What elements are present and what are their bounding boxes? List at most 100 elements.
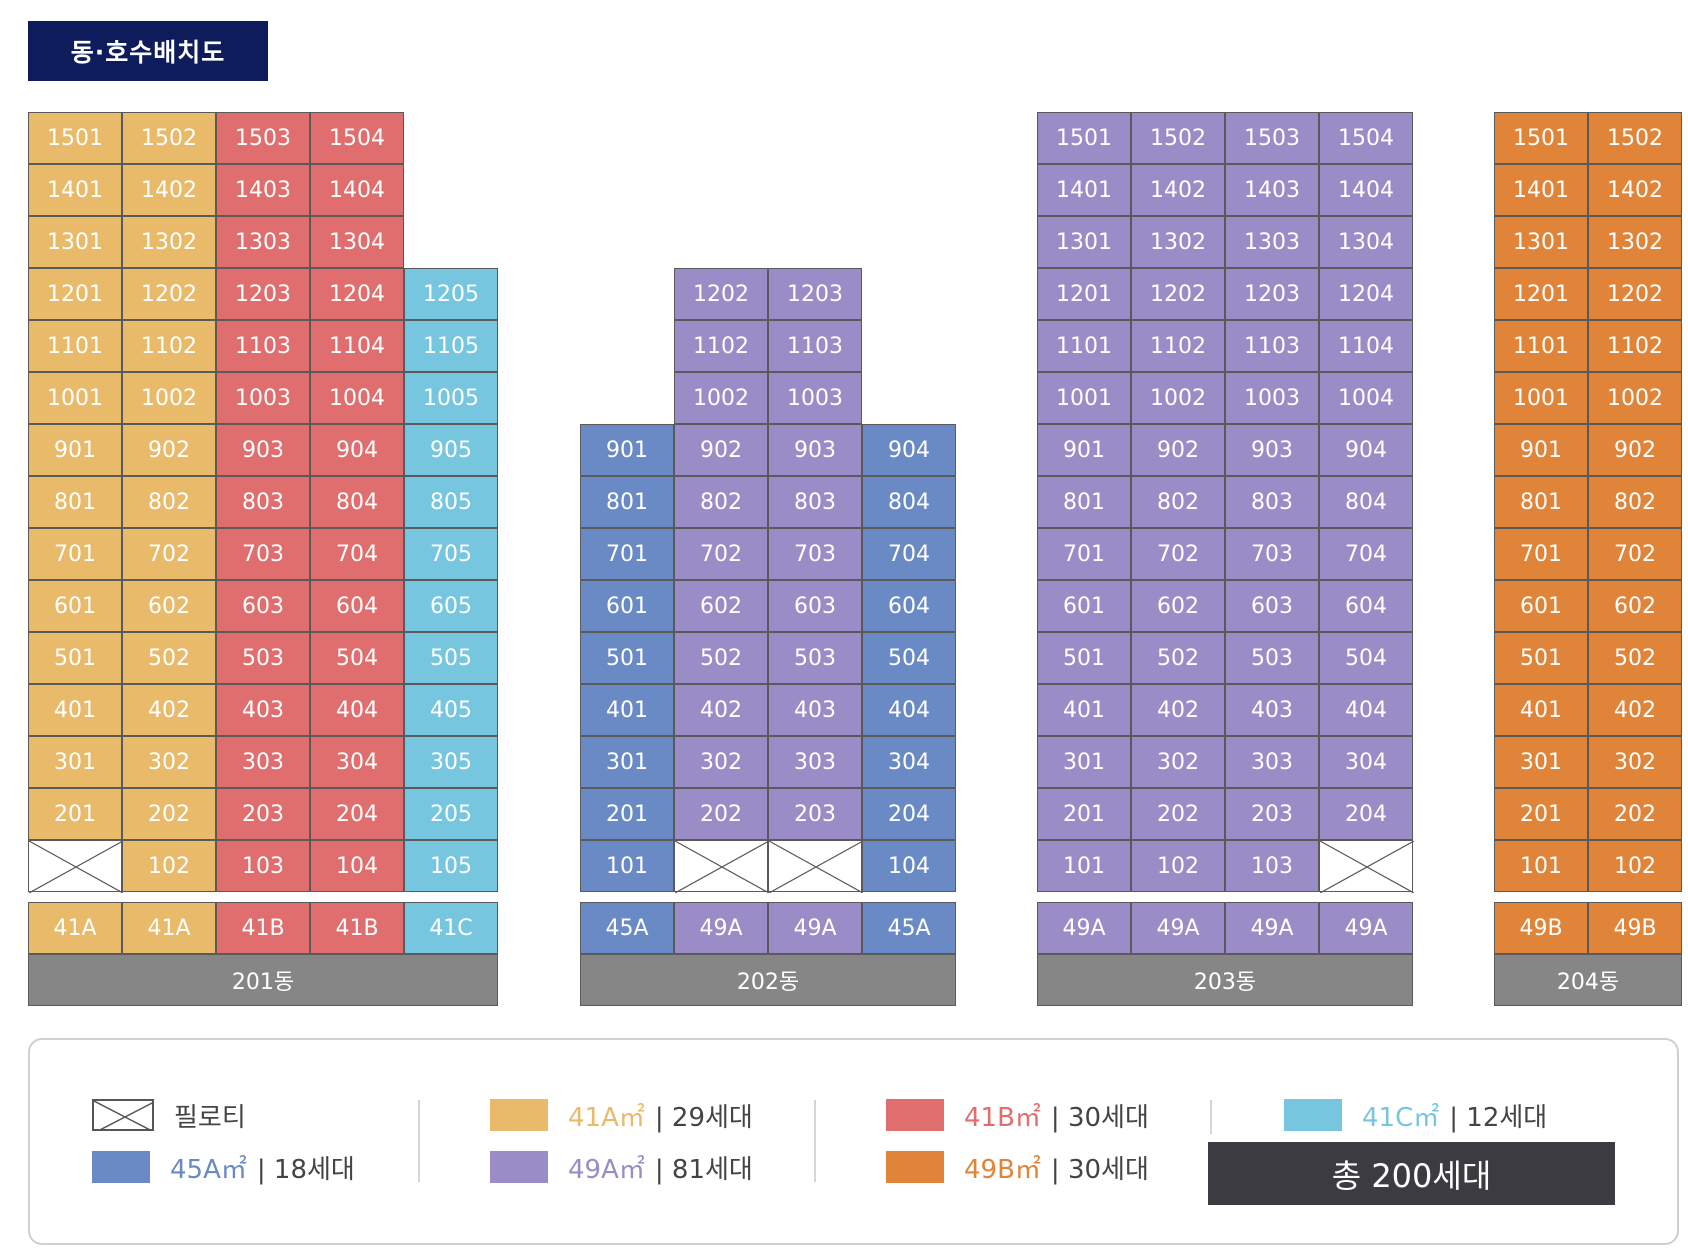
unit-cell: 804	[310, 476, 404, 528]
unit-cell: 604	[310, 580, 404, 632]
legend-type-label: 41B㎡	[964, 1102, 1041, 1133]
unit-cell: 904	[862, 424, 956, 476]
unit-cell: 303	[1225, 736, 1319, 788]
unit-cell: 1201	[1037, 268, 1131, 320]
legend-item-41b: 41B㎡ | 30세대	[886, 1098, 1149, 1133]
unit-type-cell: 49B	[1588, 902, 1682, 954]
unit-cell: 1502	[122, 112, 216, 164]
legend-box	[28, 1038, 1679, 1245]
unit-cell: 201	[1494, 788, 1588, 840]
page-title: 동·호수배치도	[28, 21, 268, 81]
unit-cell: 405	[404, 684, 498, 736]
unit-cell: 104	[862, 840, 956, 892]
unit-cell: 402	[1131, 684, 1225, 736]
building-label: 201동	[28, 954, 498, 1006]
unit-cell: 802	[1588, 476, 1682, 528]
unit-cell: 1202	[1131, 268, 1225, 320]
unit-cell: 1401	[28, 164, 122, 216]
legend-divider	[814, 1100, 816, 1182]
unit-cell: 404	[310, 684, 404, 736]
unit-cell: 204	[310, 788, 404, 840]
unit-cell: 403	[768, 684, 862, 736]
unit-cell: 201	[28, 788, 122, 840]
unit-cell: 704	[862, 528, 956, 580]
unit-cell: 1201	[28, 268, 122, 320]
piloti-icon	[29, 841, 123, 893]
unit-cell: 502	[674, 632, 768, 684]
unit-type-cell: 49A	[1131, 902, 1225, 954]
legend-swatch	[1284, 1099, 1342, 1131]
legend-item-41a: 41A㎡ | 29세대	[490, 1098, 753, 1133]
unit-cell: 403	[1225, 684, 1319, 736]
unit-cell: 1304	[310, 216, 404, 268]
unit-cell: 1204	[1319, 268, 1413, 320]
unit-cell: 1202	[1588, 268, 1682, 320]
unit-cell: 703	[216, 528, 310, 580]
legend-type-label: 41C㎡	[1362, 1102, 1440, 1133]
unit-cell: 402	[122, 684, 216, 736]
unit-cell: 1103	[768, 320, 862, 372]
building-label: 203동	[1037, 954, 1413, 1006]
unit-cell: 203	[1225, 788, 1319, 840]
unit-cell: 203	[768, 788, 862, 840]
unit-cell: 203	[216, 788, 310, 840]
unit-cell: 303	[216, 736, 310, 788]
unit-cell: 1102	[1131, 320, 1225, 372]
unit-cell: 401	[580, 684, 674, 736]
unit-cell: 1102	[674, 320, 768, 372]
unit-cell: 901	[1494, 424, 1588, 476]
unit-cell: 703	[768, 528, 862, 580]
unit-cell: 602	[1588, 580, 1682, 632]
unit-cell: 902	[1131, 424, 1225, 476]
unit-cell: 803	[1225, 476, 1319, 528]
unit-cell: 401	[1037, 684, 1131, 736]
piloti-cell	[674, 840, 769, 893]
unit-cell: 1203	[1225, 268, 1319, 320]
unit-cell: 1101	[1494, 320, 1588, 372]
unit-cell: 1004	[310, 372, 404, 424]
unit-cell: 103	[1225, 840, 1319, 892]
unit-type-cell: 41A	[28, 902, 122, 954]
building-label: 202동	[580, 954, 956, 1006]
unit-cell: 1104	[1319, 320, 1413, 372]
unit-cell: 701	[28, 528, 122, 580]
unit-cell: 101	[1494, 840, 1588, 892]
unit-cell: 603	[1225, 580, 1319, 632]
unit-cell: 1202	[122, 268, 216, 320]
unit-cell: 903	[216, 424, 310, 476]
unit-cell: 1003	[1225, 372, 1319, 424]
unit-cell: 1504	[1319, 112, 1413, 164]
unit-cell: 301	[1494, 736, 1588, 788]
unit-cell: 201	[1037, 788, 1131, 840]
unit-cell: 504	[1319, 632, 1413, 684]
unit-cell: 602	[122, 580, 216, 632]
legend-count: | 81세대	[654, 1154, 753, 1185]
legend-type-label: 49B㎡	[964, 1154, 1041, 1185]
unit-cell: 101	[580, 840, 674, 892]
unit-cell: 301	[580, 736, 674, 788]
unit-cell: 702	[1131, 528, 1225, 580]
legend-type-label: 45A㎡	[170, 1154, 247, 1185]
unit-cell: 304	[862, 736, 956, 788]
unit-cell: 803	[216, 476, 310, 528]
unit-cell: 1103	[216, 320, 310, 372]
legend-item-49b: 49B㎡ | 30세대	[886, 1150, 1149, 1185]
unit-cell: 1503	[1225, 112, 1319, 164]
unit-cell: 1303	[216, 216, 310, 268]
unit-type-cell: 49B	[1494, 902, 1588, 954]
unit-cell: 1001	[28, 372, 122, 424]
unit-cell: 1104	[310, 320, 404, 372]
unit-cell: 701	[580, 528, 674, 580]
unit-cell: 1302	[122, 216, 216, 268]
legend-type-label: 49A㎡	[568, 1154, 645, 1185]
unit-cell: 605	[404, 580, 498, 632]
unit-type-cell: 45A	[580, 902, 674, 954]
unit-type-cell: 49A	[768, 902, 862, 954]
unit-cell: 503	[768, 632, 862, 684]
unit-cell: 1402	[1131, 164, 1225, 216]
unit-cell: 902	[1588, 424, 1682, 476]
legend-count: | 18세대	[256, 1154, 355, 1185]
piloti-icon	[769, 841, 863, 893]
unit-cell: 601	[1494, 580, 1588, 632]
unit-cell: 1102	[1588, 320, 1682, 372]
